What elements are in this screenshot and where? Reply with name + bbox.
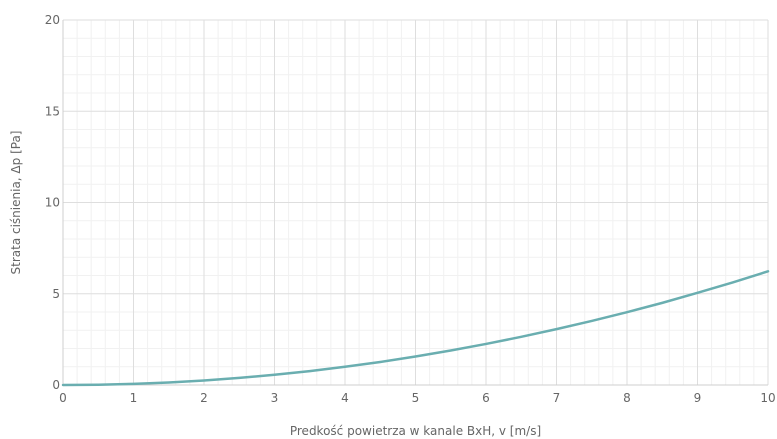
y-tick-label: 10 — [45, 196, 60, 210]
x-tick-label: 1 — [130, 391, 138, 405]
x-tick-label: 0 — [59, 391, 67, 405]
x-tick-label: 6 — [482, 391, 490, 405]
y-axis-title: Strata ciśnienia, Δp [Pa] — [9, 131, 23, 275]
axes — [62, 20, 768, 386]
y-tick-label: 15 — [45, 104, 60, 118]
x-tick-label: 3 — [271, 391, 279, 405]
x-tick-label: 7 — [553, 391, 561, 405]
y-tick-label: 20 — [45, 13, 60, 27]
x-tick-label: 4 — [341, 391, 349, 405]
series-layer — [61, 270, 770, 387]
x-tick-labels: 0 1 2 3 4 5 6 7 8 9 10 — [59, 391, 775, 405]
y-tick-label: 5 — [52, 287, 60, 301]
x-tick-label: 9 — [694, 391, 702, 405]
x-tick-label: 5 — [412, 391, 420, 405]
x-tick-label: 8 — [623, 391, 631, 405]
series-line — [61, 270, 770, 387]
y-tick-label: 0 — [52, 378, 60, 392]
y-tick-labels: 0 5 10 15 20 — [45, 13, 60, 392]
x-axis-title: Predkość powietrza w kanale BxH, v [m/s] — [290, 424, 541, 438]
x-tick-label: 2 — [200, 391, 208, 405]
x-tick-label: 10 — [760, 391, 775, 405]
